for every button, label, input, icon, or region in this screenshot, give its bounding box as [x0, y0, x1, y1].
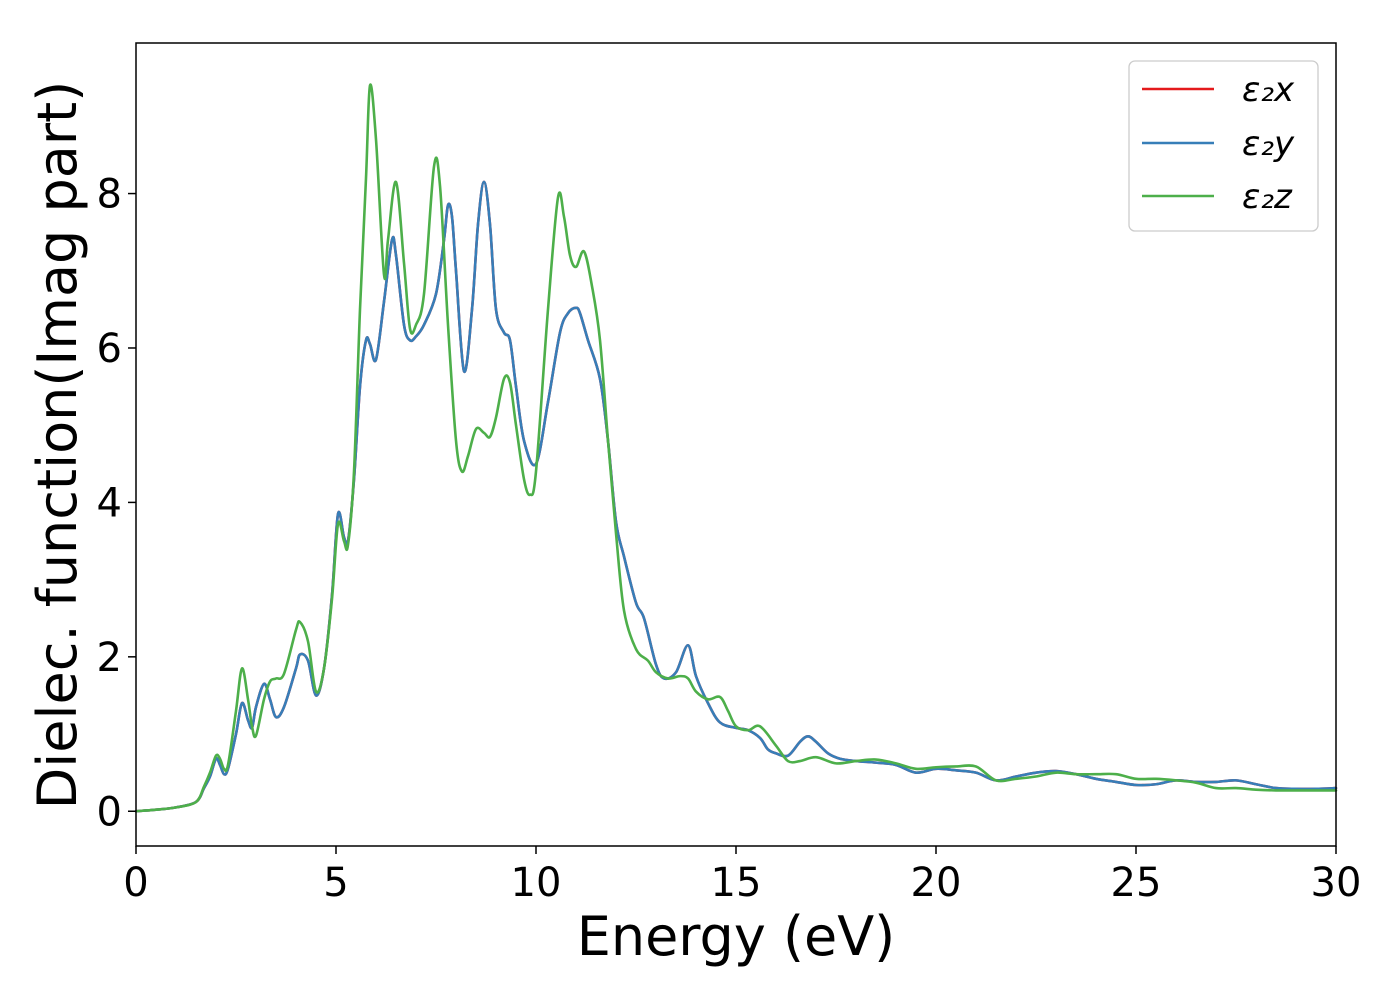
series-line-e2y	[134, 180, 1338, 813]
legend: ε₂x ε₂y ε₂z	[1128, 60, 1319, 232]
series-layer	[134, 83, 1338, 813]
x-axis: 0 5 10 15 20 25 30	[123, 846, 1361, 906]
y-axis-label: Dielec. function(Imag part)	[26, 81, 89, 810]
legend-label-e2x: ε₂x	[1242, 70, 1295, 110]
x-tick-label: 0	[123, 860, 148, 906]
y-tick-label: 8	[97, 172, 122, 218]
y-tick-label: 6	[97, 326, 122, 372]
legend-label-e2z: ε₂z	[1242, 177, 1293, 217]
series-line-e2z	[134, 83, 1338, 813]
x-tick-label: 25	[1111, 860, 1162, 906]
legend-label-e2y: ε₂y	[1242, 124, 1295, 164]
y-tick-label: 4	[97, 480, 122, 526]
y-tick-label: 2	[97, 635, 122, 681]
x-tick-label: 20	[911, 860, 962, 906]
x-tick-label: 5	[323, 860, 348, 906]
x-tick-label: 15	[711, 860, 762, 906]
legend-box	[1128, 60, 1319, 232]
y-tick-label: 0	[97, 789, 122, 835]
y-axis: 0 2 4 6 8	[97, 172, 136, 835]
x-tick-label: 10	[511, 860, 562, 906]
x-axis-label: Energy (eV)	[577, 905, 896, 968]
x-tick-label: 30	[1311, 860, 1362, 906]
